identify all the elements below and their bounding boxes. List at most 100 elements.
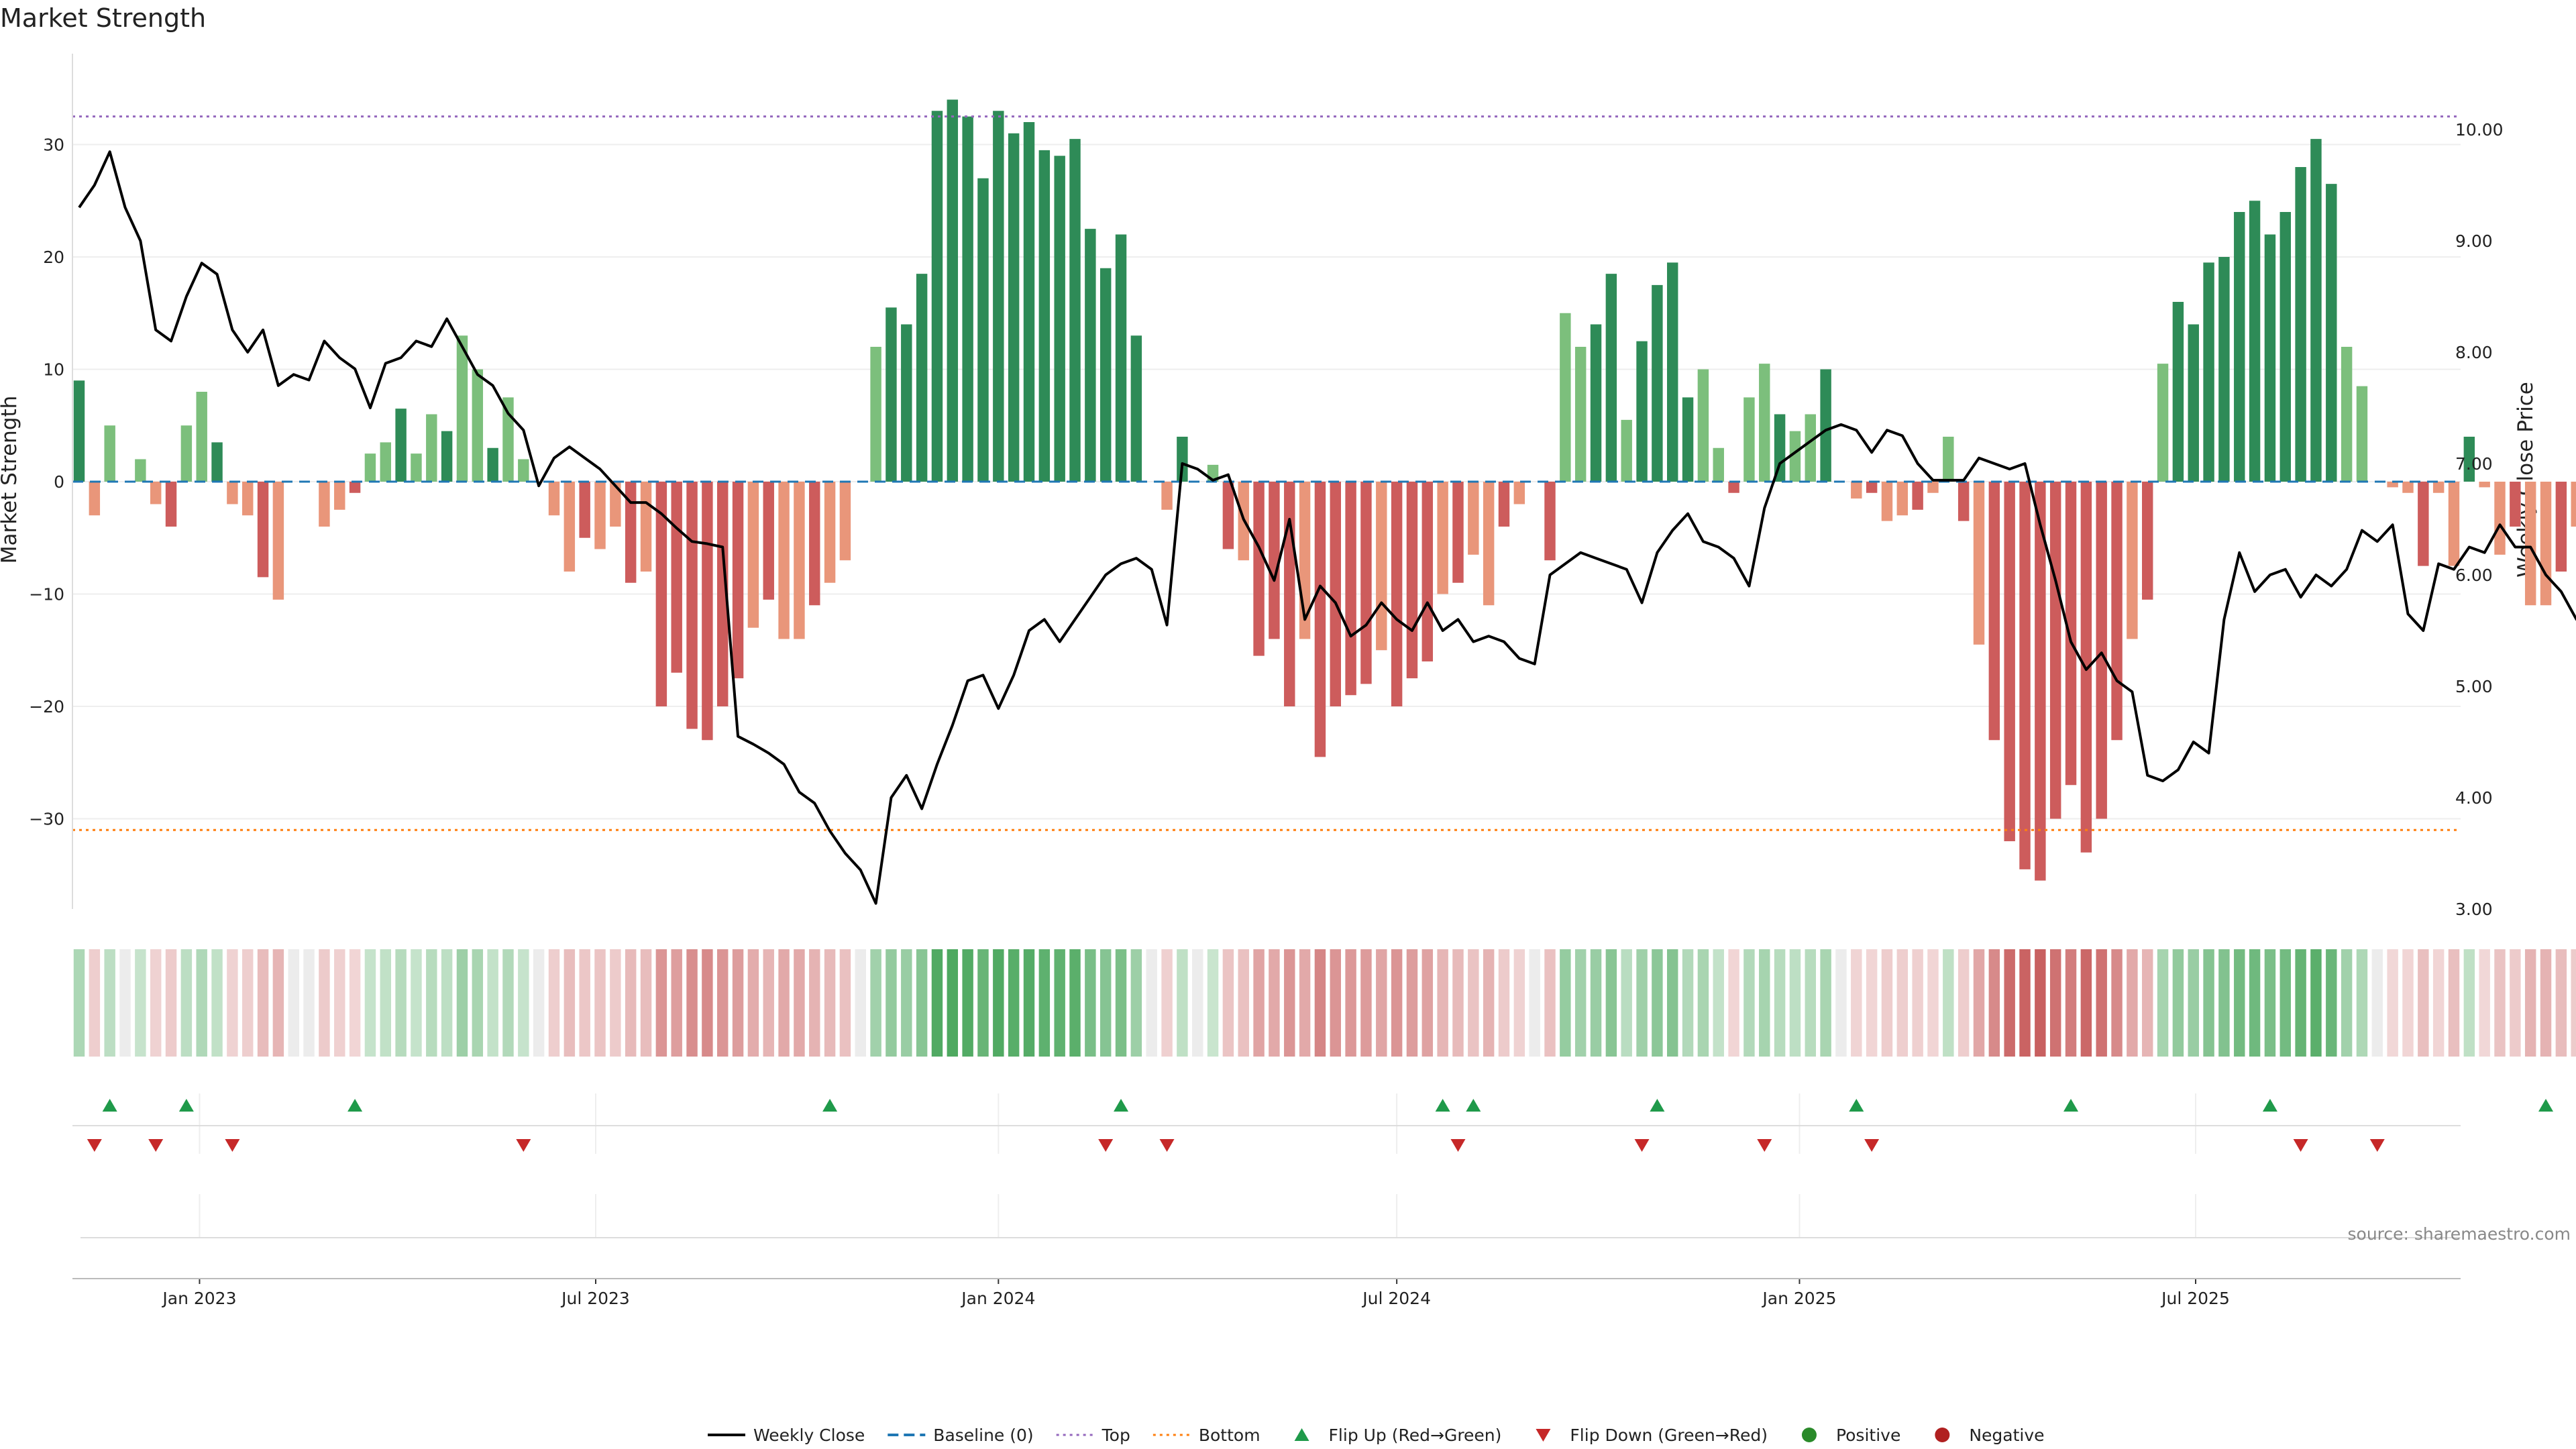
strength-bar	[211, 442, 223, 482]
strength-bars	[73, 99, 2576, 881]
heat-cell	[1406, 949, 1418, 1057]
x-tick-label: Jan 2024	[960, 1289, 1035, 1308]
heat-cell	[119, 949, 131, 1057]
strength-bar	[380, 442, 391, 482]
strength-bar	[839, 482, 851, 561]
heat-cell	[1513, 949, 1525, 1057]
strength-bar	[349, 482, 361, 493]
strength-bar	[1269, 482, 1280, 639]
strength-bar	[487, 447, 498, 482]
strength-bar	[411, 453, 422, 482]
legend-flip-up-icon	[1294, 1428, 1309, 1441]
strength-bar	[610, 482, 621, 527]
heat-cell	[1835, 949, 1847, 1057]
heat-cell	[2203, 949, 2214, 1057]
heat-cell	[686, 949, 698, 1057]
heat-cell	[671, 949, 682, 1057]
heat-cell	[732, 949, 744, 1057]
strength-bar	[1943, 437, 1954, 482]
heat-cell	[380, 949, 391, 1057]
flip-down-marker	[225, 1139, 240, 1152]
flip-down-marker	[1634, 1139, 1650, 1152]
strength-bar	[2356, 386, 2368, 482]
strength-bar	[763, 482, 774, 600]
y2-tick-label: 4.00	[2455, 788, 2493, 808]
x-tick-label: Jan 2025	[1761, 1289, 1836, 1308]
y-tick-label: −10	[29, 585, 64, 604]
heat-cell	[272, 949, 284, 1057]
strength-bar	[916, 274, 928, 482]
heat-cell	[1192, 949, 1203, 1057]
flip-down-marker	[516, 1139, 531, 1152]
legend-label: Baseline (0)	[933, 1426, 1033, 1445]
heat-cell	[2172, 949, 2184, 1057]
y-axis-label: Market Strength	[0, 396, 21, 564]
heat-cell	[2157, 949, 2169, 1057]
heat-cell	[778, 949, 790, 1057]
strength-bar	[1667, 262, 1678, 482]
heat-cell	[1759, 949, 1770, 1057]
strength-bar	[150, 482, 162, 504]
heat-cell	[150, 949, 162, 1057]
heat-cell	[1360, 949, 1372, 1057]
flip-up-marker	[1435, 1099, 1450, 1112]
flip-up-marker	[1650, 1099, 1665, 1112]
strength-bar	[334, 482, 345, 510]
heat-cell	[1054, 949, 1065, 1057]
heat-cell	[2326, 949, 2337, 1057]
heat-cell	[334, 949, 345, 1057]
strength-bar	[993, 111, 1004, 482]
heat-cell	[1099, 949, 1112, 1057]
strength-bar	[1452, 482, 1464, 583]
heat-cell	[211, 949, 223, 1057]
heat-cell	[1069, 949, 1081, 1057]
legend-item: Baseline (0)	[888, 1426, 1034, 1445]
strength-bar	[227, 482, 238, 504]
heat-cell	[1574, 949, 1587, 1057]
flip-up-marker	[2063, 1099, 2079, 1112]
legend-item: Flip Down (Green→Red)	[1536, 1426, 1768, 1445]
strength-bar	[1161, 482, 1173, 510]
heat-cell	[1452, 949, 1464, 1057]
strength-bar	[272, 482, 284, 600]
heat-cell	[564, 949, 576, 1057]
legend-label: Negative	[1969, 1426, 2044, 1445]
heat-cell	[1605, 949, 1617, 1057]
strength-bar	[1008, 133, 1020, 482]
heat-cell	[1988, 949, 2000, 1057]
y-tick-label: −30	[29, 810, 64, 829]
heat-cell	[625, 949, 637, 1057]
heat-cell	[487, 949, 498, 1057]
heat-cell	[594, 949, 606, 1057]
legend-label: Positive	[1836, 1426, 1900, 1445]
heat-cell	[1866, 949, 1878, 1057]
strength-bar	[2510, 482, 2521, 527]
strength-bar	[2157, 364, 2169, 482]
strength-bar	[2096, 482, 2107, 819]
y-tick-label: 0	[54, 472, 64, 492]
y-tick-label: −20	[29, 697, 64, 716]
heat-cell	[135, 949, 146, 1057]
heat-cell	[1498, 949, 1510, 1057]
heat-cell	[1881, 949, 1893, 1057]
strength-bar	[1682, 397, 1694, 482]
strength-bar	[809, 482, 820, 606]
strength-bar	[901, 324, 912, 482]
heat-cell	[2279, 949, 2291, 1057]
strength-bar	[1774, 414, 1786, 482]
strength-bar	[1743, 397, 1755, 482]
heat-cell	[1483, 949, 1495, 1057]
strength-bar	[1330, 482, 1341, 706]
strength-bar	[1038, 150, 1051, 482]
strength-bar	[1927, 482, 1939, 493]
strength-bar	[1652, 284, 1663, 482]
heat-cell	[1560, 949, 1571, 1057]
flip-markers	[87, 1099, 2554, 1152]
heat-cell	[2035, 949, 2046, 1057]
strength-bar	[2111, 482, 2123, 741]
heat-cell	[1957, 949, 1970, 1057]
heat-cell	[2387, 949, 2398, 1057]
strength-bar	[1099, 268, 1112, 482]
heat-cell	[579, 949, 590, 1057]
heat-cell	[2371, 949, 2383, 1057]
